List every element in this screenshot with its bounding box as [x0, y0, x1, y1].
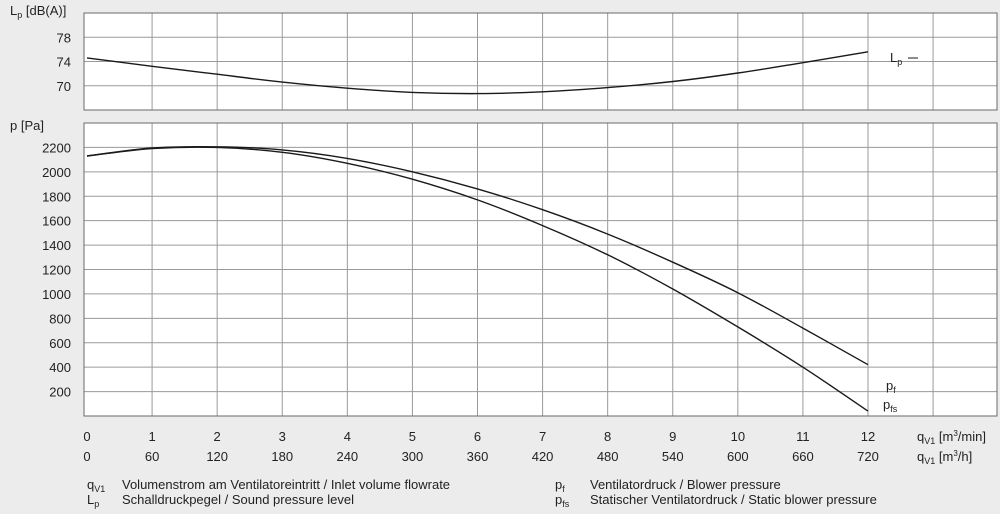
legend-symbol-Lp: Lp	[87, 492, 99, 509]
y-tick-label: 74	[57, 55, 71, 70]
x-tick-label-secondary: 0	[83, 449, 90, 464]
legend-text: Statischer Ventilatordruck / Static blow…	[590, 492, 877, 507]
y-tick-label: 1600	[42, 214, 71, 229]
y-tick-label: 200	[49, 385, 71, 400]
legend-text: Ventilatordruck / Blower pressure	[590, 477, 781, 492]
x-tick-label-primary: 10	[731, 429, 745, 444]
x-tick-label-secondary: 180	[271, 449, 293, 464]
x-tick-label-primary: 0	[83, 429, 90, 444]
y-tick-label: 2200	[42, 140, 71, 155]
x-tick-label-primary: 11	[796, 429, 810, 444]
y-tick-label: 400	[49, 360, 71, 375]
y-tick-label: 1000	[42, 287, 71, 302]
y-tick-label: 70	[57, 79, 71, 94]
legend-text: Volumenstrom am Ventilatoreintritt / Inl…	[122, 477, 450, 492]
x-tick-label-secondary: 360	[467, 449, 489, 464]
x-axis-title-secondary: qV1 [m3/h]	[917, 449, 972, 466]
y-tick-label: 1200	[42, 263, 71, 278]
x-tick-label-primary: 3	[279, 429, 286, 444]
x-axis-title-primary: qV1 [m3/min]	[917, 429, 986, 446]
x-tick-label-primary: 4	[344, 429, 351, 444]
x-tick-label-secondary: 540	[662, 449, 684, 464]
y-tick-label: 1400	[42, 238, 71, 253]
x-tick-label-primary: 8	[604, 429, 611, 444]
x-tick-label-primary: 2	[214, 429, 221, 444]
x-tick-label-secondary: 300	[402, 449, 424, 464]
sound-frame	[83, 12, 998, 111]
x-tick-label-primary: 9	[669, 429, 676, 444]
y-tick-label: 600	[49, 336, 71, 351]
series-label-Lp: Lp	[890, 50, 902, 67]
x-tick-label-secondary: 240	[336, 449, 358, 464]
legend-symbol-pfs: pfs	[555, 492, 570, 509]
sound-y-axis-title: Lp [dB(A)]	[10, 3, 66, 20]
x-axes: 0 1 2 3 4 5 6 7 8 9 10 11 120 60 120 180 240 300 360 420 480…	[83, 429, 986, 466]
x-tick-label-secondary: 420	[532, 449, 554, 464]
series-label-pfs: pfs	[883, 397, 898, 414]
y-tick-label: 2000	[42, 165, 71, 180]
series-label-pf: pf	[886, 378, 896, 395]
y-tick-label: 1800	[42, 189, 71, 204]
x-tick-label-secondary: 660	[792, 449, 814, 464]
pressure-panel: 200 400 600 800 1000 1200 1400 1600 1800 2000 2200…	[10, 118, 998, 417]
y-tick-label: 78	[57, 30, 71, 45]
series-line-pfs	[86, 146, 869, 412]
sound-panel: 70 74 78 Lp [dB(A)] Lp	[10, 3, 998, 111]
pressure-y-axis-title: p [Pa]	[10, 118, 44, 133]
legend-text: Schalldruckpegel / Sound pressure level	[122, 492, 354, 507]
x-tick-label-secondary: 480	[597, 449, 619, 464]
x-tick-label-secondary: 60	[145, 449, 159, 464]
x-tick-label-primary: 6	[474, 429, 481, 444]
x-tick-label-secondary: 600	[727, 449, 749, 464]
x-tick-label-primary: 12	[861, 429, 875, 444]
x-tick-label-primary: 1	[148, 429, 155, 444]
x-tick-label-secondary: 120	[206, 449, 228, 464]
legend-symbol-pf: pf	[555, 477, 565, 494]
y-tick-label: 800	[49, 311, 71, 326]
series-line-Lp	[86, 51, 869, 95]
legend: qV1 Volumenstrom am Ventilatoreintritt / …	[87, 477, 877, 509]
pressure-frame	[83, 122, 998, 417]
x-tick-label-primary: 5	[409, 429, 416, 444]
x-tick-label-secondary: 720	[857, 449, 879, 464]
legend-symbol-qV1: qV1	[87, 477, 105, 494]
x-tick-label-primary: 7	[539, 429, 546, 444]
